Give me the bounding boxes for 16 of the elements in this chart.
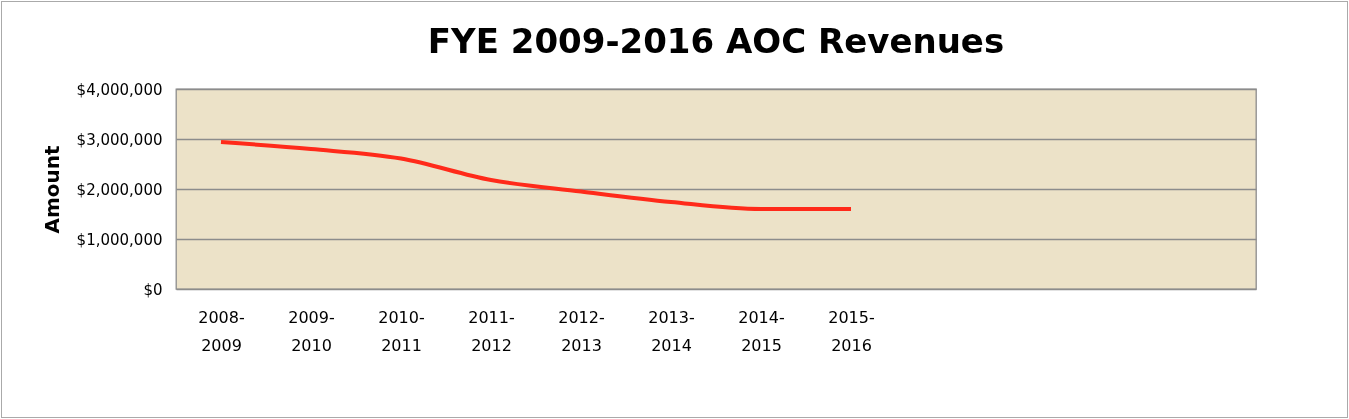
- y-tick-label: $4,000,000: [76, 80, 163, 99]
- x-tick-label: 2009-2010: [288, 307, 335, 355]
- y-axis-title: Amount: [39, 145, 64, 234]
- x-tick-label: 2008-2009: [198, 307, 245, 355]
- y-tick-label: $1,000,000: [76, 230, 163, 249]
- x-tick-label: 2013-2014: [648, 307, 695, 355]
- y-tick-label: $2,000,000: [76, 180, 163, 199]
- line-series: [219, 140, 853, 211]
- x-tick-label: 2011-2012: [468, 307, 515, 355]
- x-tick-label: 2012-2013: [558, 307, 605, 355]
- y-tick-label: $0: [143, 280, 163, 299]
- y-tick-label: $3,000,000: [76, 130, 163, 149]
- x-tick-label: 2014-2015: [738, 307, 785, 355]
- x-tick-label: 2015-2016: [828, 307, 875, 355]
- x-tick-label: 2010-2011: [378, 307, 425, 355]
- chart-title: FYE 2009-2016 AOC Revenues: [427, 21, 1005, 61]
